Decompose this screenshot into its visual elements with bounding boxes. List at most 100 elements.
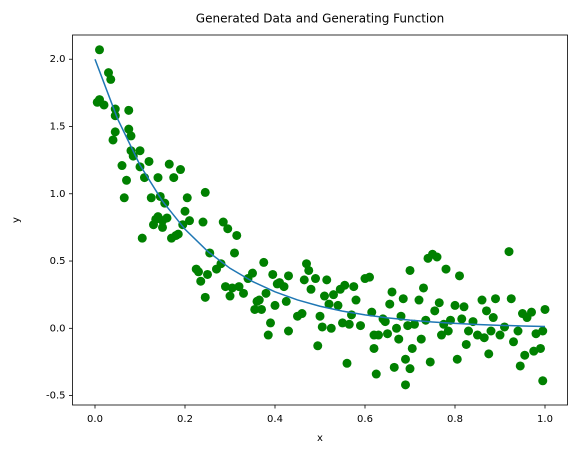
data-point [182, 193, 192, 203]
y-tick-label: 0.5 [50, 256, 66, 267]
data-point [338, 318, 347, 328]
data-point [365, 272, 374, 282]
data-point [284, 326, 293, 336]
data-point [434, 298, 444, 308]
y-tick-label: 2.0 [50, 54, 66, 65]
data-point [227, 283, 237, 293]
data-point [164, 159, 174, 169]
data-point [216, 259, 226, 269]
data-point [536, 343, 545, 353]
data-point [185, 216, 194, 226]
data-point [504, 247, 514, 257]
data-point [495, 330, 505, 340]
data-point [405, 265, 415, 275]
data-point [367, 307, 377, 317]
data-point [234, 282, 244, 292]
data-point [369, 343, 379, 353]
data-point [464, 326, 473, 336]
data-point [315, 311, 325, 321]
data-point [520, 350, 530, 360]
data-point [401, 380, 410, 390]
data-point [401, 354, 410, 364]
data-point [173, 229, 183, 239]
data-point [128, 151, 138, 161]
data-point [322, 275, 332, 285]
data-point [257, 304, 266, 314]
data-point [124, 105, 134, 115]
data-point [405, 364, 415, 374]
data-point [407, 343, 417, 353]
data-point [126, 131, 136, 141]
data-point [223, 224, 233, 234]
data-point [137, 233, 147, 243]
data-point [281, 296, 291, 306]
data-point [108, 135, 118, 145]
data-point [515, 361, 525, 371]
data-point [473, 330, 482, 340]
data-point [203, 269, 212, 279]
data-point [99, 100, 109, 110]
data-point [455, 271, 464, 281]
data-point [119, 193, 129, 203]
data-point [110, 127, 120, 137]
data-point [239, 288, 248, 298]
data-point [169, 173, 179, 183]
data-point [270, 300, 280, 310]
data-point [432, 252, 442, 262]
data-point [221, 282, 230, 292]
data-point [452, 354, 462, 364]
x-tick-label: 0.8 [447, 414, 463, 425]
x-tick-label: 0.2 [177, 414, 193, 425]
data-point [250, 304, 260, 314]
data-point [349, 282, 359, 292]
data-point [414, 295, 424, 305]
data-point [477, 295, 487, 305]
data-point [421, 315, 431, 325]
data-point [488, 313, 498, 323]
data-point [513, 326, 523, 336]
x-tick-label: 1.0 [537, 414, 553, 425]
data-point [351, 295, 361, 305]
data-point [529, 346, 539, 356]
data-point [144, 156, 154, 166]
data-point [146, 193, 156, 203]
data-point [385, 299, 395, 309]
data-point [266, 318, 275, 328]
chart-title: Generated Data and Generating Function [196, 12, 444, 26]
data-point [248, 268, 257, 278]
data-point [500, 322, 509, 332]
data-point [180, 206, 190, 216]
data-point [268, 269, 278, 279]
data-point [320, 291, 329, 301]
data-point [509, 337, 518, 347]
data-point [484, 349, 494, 359]
data-point [482, 306, 491, 316]
data-point [437, 330, 446, 340]
data-point [261, 288, 271, 298]
data-point [479, 333, 489, 343]
data-point [311, 274, 320, 284]
data-point [117, 161, 127, 171]
data-point [441, 264, 451, 274]
data-point [299, 275, 309, 285]
data-point [430, 306, 440, 316]
data-point [95, 45, 104, 55]
data-point [531, 329, 541, 339]
data-point [324, 299, 334, 309]
data-point [135, 146, 145, 156]
data-point [506, 294, 516, 304]
data-point [403, 321, 413, 331]
data-point [461, 339, 471, 349]
data-point [527, 307, 536, 317]
plot-frame [72, 34, 568, 406]
data-point [491, 294, 500, 304]
data-point [459, 302, 469, 312]
data-point [419, 283, 428, 293]
x-tick-label: 0.4 [267, 414, 283, 425]
data-point [304, 265, 314, 275]
data-point [394, 334, 404, 344]
data-point [176, 165, 185, 175]
y-tick-label: -0.5 [46, 391, 66, 402]
data-point [326, 323, 336, 333]
line [94, 58, 546, 328]
